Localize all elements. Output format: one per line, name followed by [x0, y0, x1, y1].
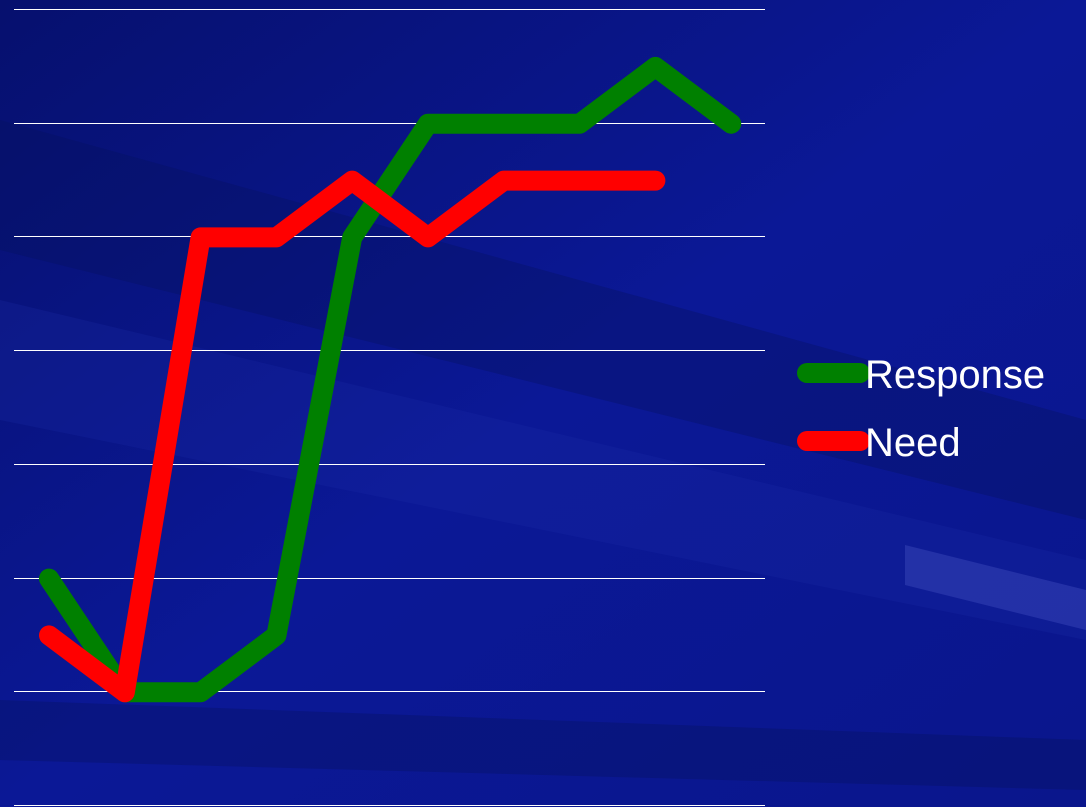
series-line-need	[39, 170, 666, 703]
legend-item-need: Need	[797, 421, 961, 465]
legend-item-response: Response	[797, 353, 1045, 397]
legend: Response Need	[797, 353, 1045, 465]
legend-label-response: Response	[865, 353, 1045, 397]
series-line-response	[39, 56, 742, 703]
series-lines	[39, 56, 742, 703]
legend-label-need: Need	[865, 421, 961, 465]
